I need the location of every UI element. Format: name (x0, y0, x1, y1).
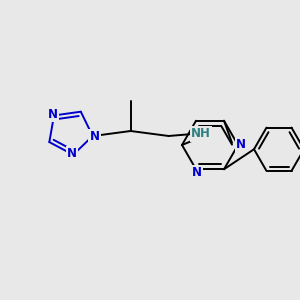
Text: N: N (90, 130, 100, 143)
Text: NH: NH (191, 128, 211, 140)
Text: N: N (192, 166, 202, 179)
Text: N: N (236, 139, 246, 152)
Text: N: N (67, 147, 77, 160)
Text: N: N (48, 108, 58, 121)
